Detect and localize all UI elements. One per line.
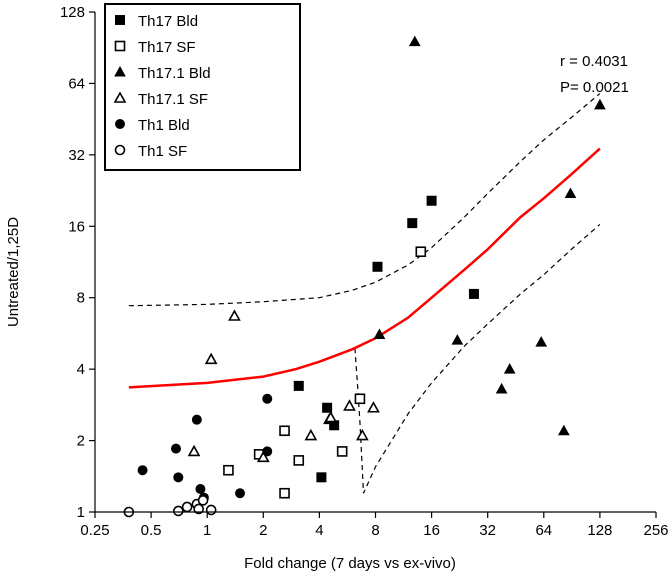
data-point	[279, 425, 290, 437]
legend-marker	[114, 144, 126, 156]
data-point	[262, 393, 273, 404]
series-0	[293, 195, 479, 483]
x-tick-label: 0.25	[80, 522, 109, 539]
data-point	[367, 401, 380, 413]
legend: Th17 Bld Th17 SF Th17.1 Bld Th17.1 SF Th1 Bl…	[104, 3, 301, 171]
legend-label: Th1 SF	[138, 143, 187, 160]
data-point	[187, 444, 201, 457]
x-tick-label: 2	[259, 522, 267, 539]
data-point	[372, 261, 383, 272]
x-tick-label: 8	[371, 522, 379, 539]
data-point	[193, 503, 204, 515]
p-value: P= 0.0021	[560, 79, 629, 96]
y-tick-label: 2	[77, 433, 85, 450]
legend-marker	[114, 65, 126, 77]
data-point	[181, 501, 193, 513]
legend-marker	[115, 15, 125, 25]
data-point	[407, 218, 418, 229]
data-point	[256, 450, 270, 463]
data-point	[137, 465, 148, 476]
x-tick-label: 0.5	[141, 522, 162, 539]
y-tick-label: 128	[60, 4, 85, 21]
data-point	[324, 410, 338, 423]
data-point	[373, 328, 386, 339]
legend-marker	[114, 40, 126, 52]
regression-fit-line	[128, 147, 601, 389]
r-value: r = 0.4031	[560, 53, 628, 70]
data-point	[170, 443, 181, 454]
x-tick-label: 32	[479, 522, 496, 539]
data-point	[173, 505, 184, 517]
legend-marker	[113, 91, 127, 103]
data-point	[322, 402, 333, 413]
data-point	[262, 446, 273, 457]
data-point	[426, 195, 437, 206]
data-point	[205, 504, 217, 516]
x-tick-label: 1	[203, 522, 211, 539]
legend-label: Th17 SF	[138, 39, 196, 56]
data-point	[408, 35, 421, 47]
data-point	[451, 334, 464, 345]
data-point	[293, 380, 304, 391]
data-point	[173, 472, 184, 483]
legend-box	[104, 3, 301, 171]
legend-marker	[115, 119, 125, 129]
data-point	[336, 446, 348, 457]
data-point	[293, 455, 305, 466]
data-point	[354, 393, 366, 405]
series-5	[123, 495, 217, 518]
x-tick-label: 16	[423, 522, 440, 539]
legend-label: Th17.1 Bld	[138, 65, 211, 82]
y-tick-label: 8	[77, 290, 85, 307]
x-tick-label: 128	[587, 522, 612, 539]
y-tick-label: 4	[77, 361, 85, 378]
series-1	[223, 246, 427, 499]
series-3	[187, 309, 380, 463]
data-point	[594, 98, 606, 110]
data-point	[223, 464, 234, 476]
data-point	[228, 309, 241, 321]
data-point	[304, 428, 318, 441]
data-point	[564, 187, 577, 198]
x-tick-label: 256	[643, 522, 668, 539]
data-point	[191, 414, 202, 425]
legend-label: Th17.1 SF	[138, 91, 208, 108]
data-point	[195, 484, 206, 495]
data-point	[355, 428, 369, 441]
y-axis-label: Untreated/1,25D	[5, 217, 22, 327]
data-point	[495, 382, 508, 394]
data-point	[468, 288, 479, 299]
y-tick-label: 16	[68, 218, 85, 235]
y-tick-label: 64	[68, 75, 85, 92]
y-tick-label: 1	[77, 504, 85, 521]
y-tick-label: 32	[68, 147, 85, 164]
data-point	[197, 495, 209, 506]
data-point	[316, 472, 327, 483]
legend-label: Th17 Bld	[138, 13, 198, 30]
data-point	[558, 424, 570, 436]
data-point	[415, 246, 427, 258]
x-axis-label: Fold change (7 days vs ex-vivo)	[244, 555, 456, 572]
data-point	[535, 336, 548, 347]
data-point	[343, 399, 356, 411]
series-4	[137, 393, 273, 503]
lower-confidence-band	[354, 223, 601, 494]
x-tick-label: 4	[315, 522, 323, 539]
data-point	[279, 487, 290, 499]
x-tick-label: 64	[535, 522, 552, 539]
data-point	[204, 352, 218, 365]
data-point	[503, 363, 516, 374]
series-2	[323, 35, 606, 436]
legend-label: Th1 Bld	[138, 117, 190, 134]
axes: 0.25 0.5 1 2 4 8 16 32 64 128 256 1 2 4 8 16 32 64 128	[60, 4, 669, 539]
plot-marks	[123, 35, 606, 518]
data-point	[235, 488, 246, 499]
